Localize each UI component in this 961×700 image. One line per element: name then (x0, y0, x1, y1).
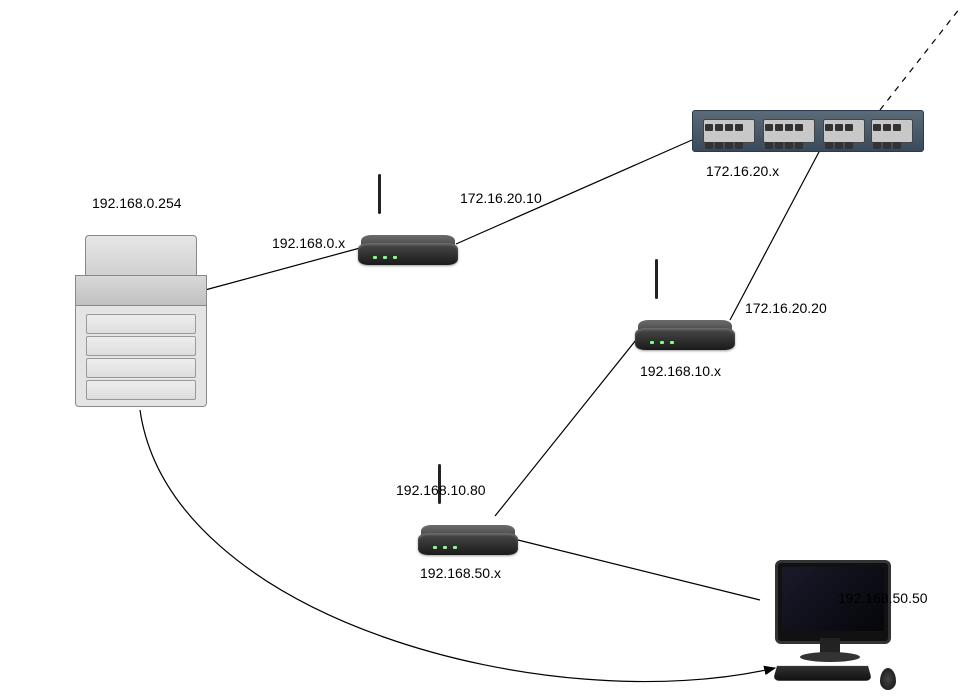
edge-line (518, 540, 760, 600)
printer-tray (86, 314, 196, 334)
edge-line (495, 335, 640, 516)
computer-node (755, 560, 895, 690)
printer-top (85, 235, 197, 277)
wireless-router-1 (358, 210, 458, 265)
printer-tray (86, 380, 196, 400)
label-pc-ip: 192.168.50.50 (838, 590, 928, 606)
rack-port-group (703, 119, 755, 143)
keyboard-icon (773, 666, 872, 681)
rack-port-group (763, 119, 815, 143)
printer-node (75, 235, 205, 410)
label-router1-wan: 172.16.20.10 (460, 190, 542, 206)
printer-tray (86, 336, 196, 356)
router-body (358, 243, 458, 265)
printer-tray (86, 358, 196, 378)
label-net-20: 172.16.20.x (706, 163, 779, 179)
wireless-router-3 (418, 500, 518, 555)
printer-panel (75, 275, 207, 307)
router-body (635, 328, 735, 350)
rack-port-group (823, 119, 865, 143)
router-antenna-icon (378, 174, 381, 214)
network-diagram: 192.168.0.254 192.168.0.x 172.16.20.10 1… (0, 0, 961, 700)
router-antenna-icon (655, 259, 658, 299)
rack-router-node (692, 110, 924, 152)
edge-dashed (880, 8, 960, 110)
label-printer-ip: 192.168.0.254 (92, 195, 182, 211)
wireless-router-2 (635, 295, 735, 350)
label-net-10: 192.168.10.x (640, 363, 721, 379)
mouse-icon (880, 668, 896, 690)
edge-line (205, 248, 360, 290)
router-body (418, 533, 518, 555)
label-router2-wan: 172.16.20.20 (745, 300, 827, 316)
monitor-base (800, 652, 860, 662)
rack-port-group (871, 119, 913, 143)
printer-body (75, 305, 207, 407)
label-net-0: 192.168.0.x (272, 235, 345, 251)
label-net-50: 192.168.50.x (420, 565, 501, 581)
label-router3-wan: 192.168.10.80 (396, 482, 486, 498)
